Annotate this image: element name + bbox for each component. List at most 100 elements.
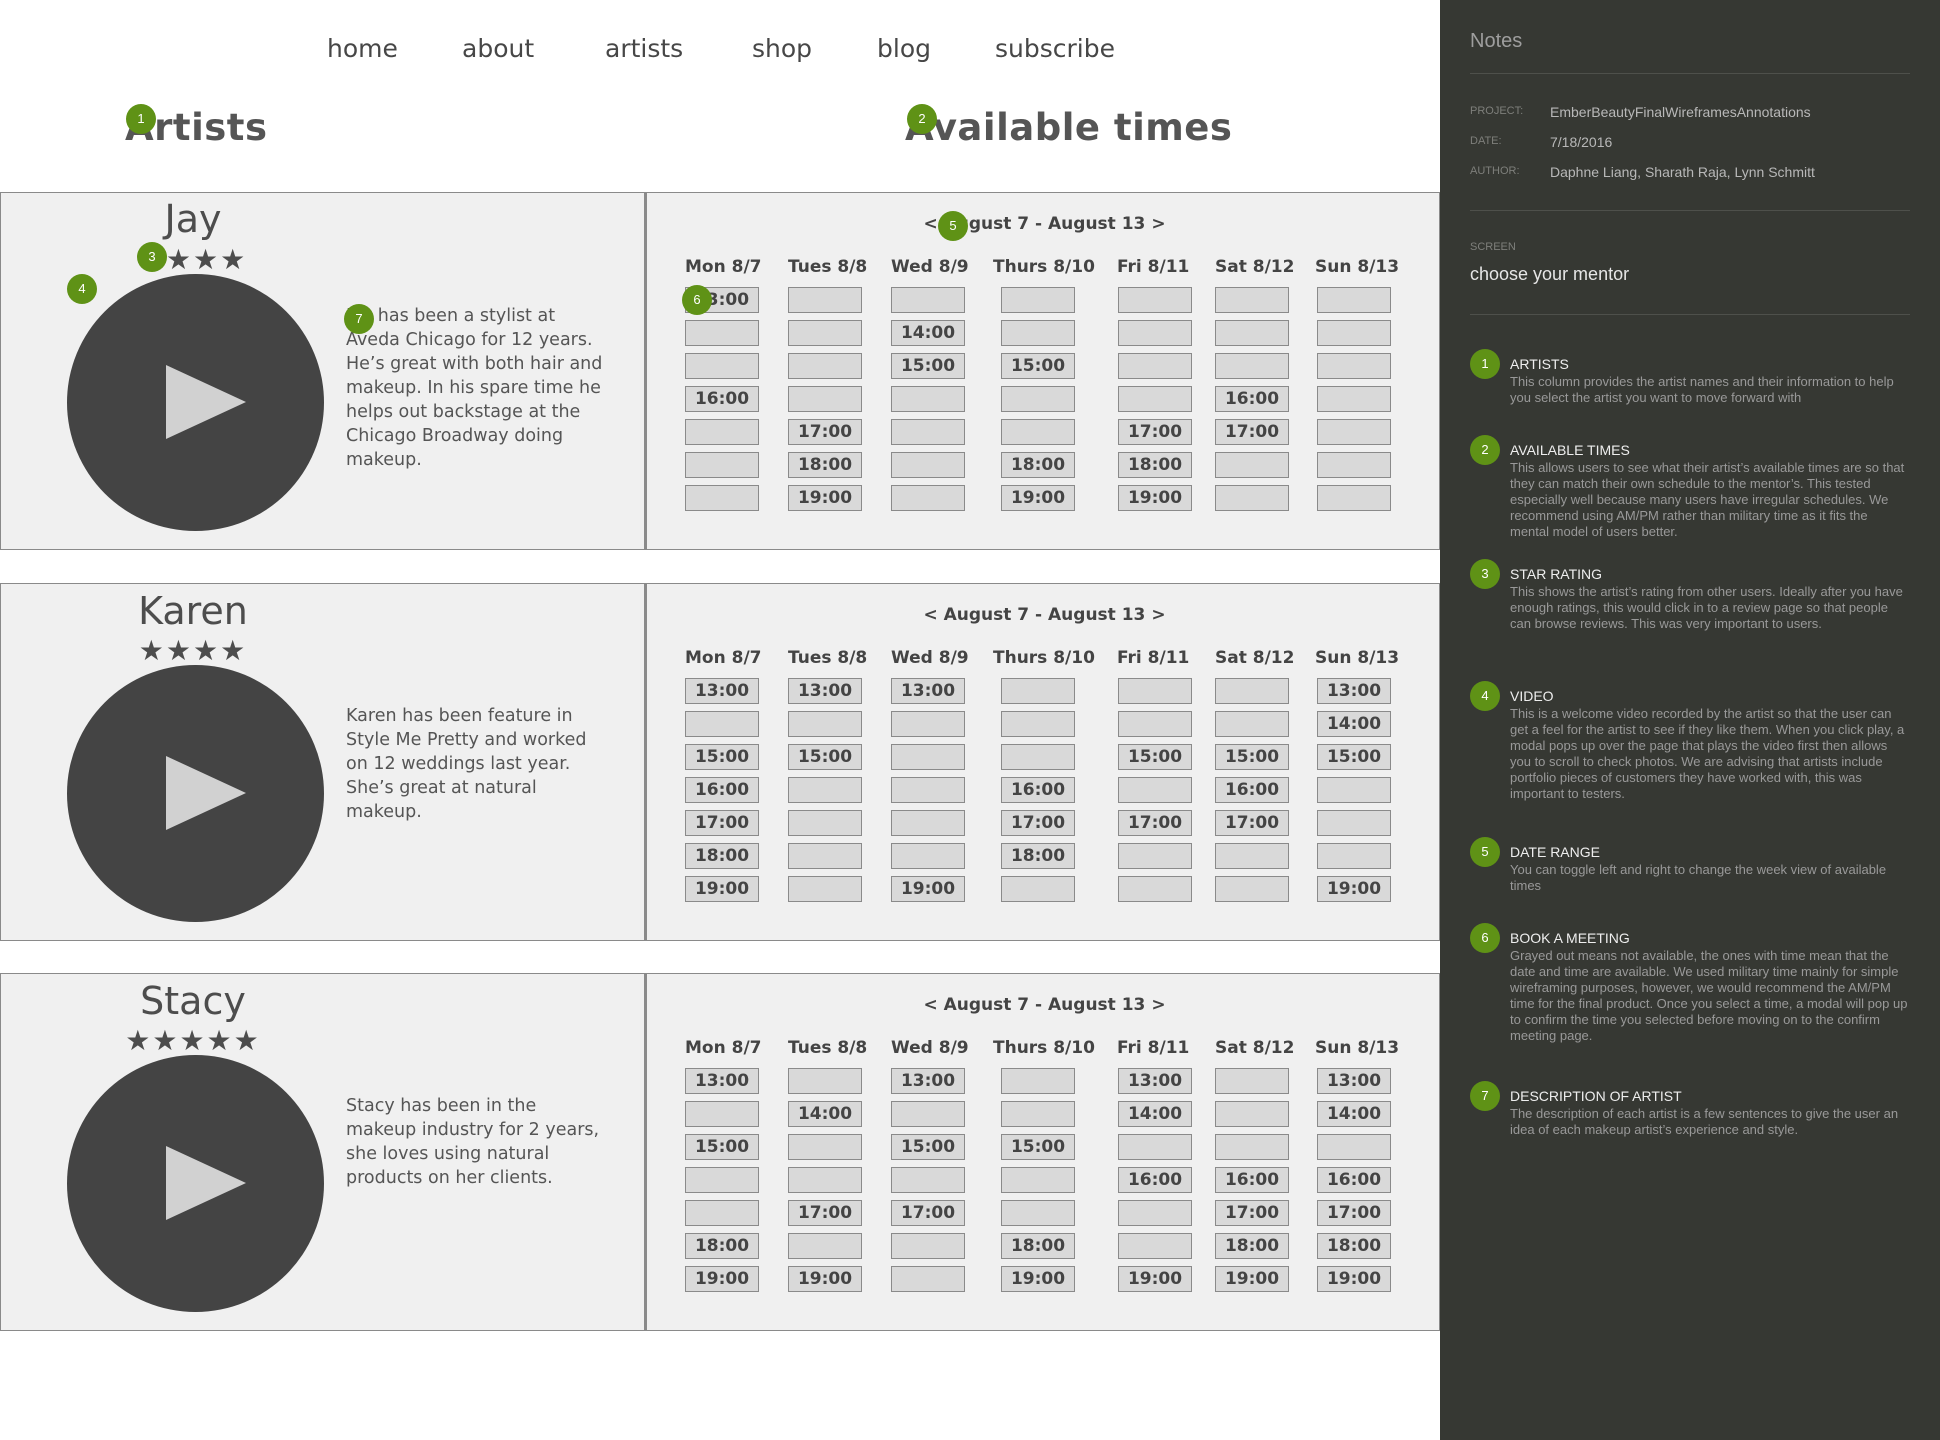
artist-name: Stacy (140, 979, 246, 1023)
time-slot-button[interactable]: 16:00 (1215, 386, 1289, 412)
time-slot-unavailable (1001, 678, 1075, 704)
time-slot-button[interactable]: 19:00 (891, 876, 965, 902)
day-header: Fri 8/11 (1117, 257, 1190, 277)
time-slot-button[interactable]: 16:00 (1317, 1167, 1391, 1193)
time-slot-button[interactable]: 19:00 (1317, 876, 1391, 902)
time-slot-button[interactable]: 19:00 (1215, 1266, 1289, 1292)
star-rating-icon[interactable]: ★★★★ (138, 243, 248, 276)
artist-row-jay: Jay ★★★★ Jay has been a stylist at Aveda C… (0, 192, 1440, 550)
time-slot-button[interactable]: 15:00 (685, 744, 759, 770)
time-slot-button[interactable]: 18:00 (1317, 1233, 1391, 1259)
time-slot-button[interactable]: 15:00 (685, 1134, 759, 1160)
time-slot-button[interactable]: 16:00 (685, 386, 759, 412)
time-slot-button[interactable]: 15:00 (891, 1134, 965, 1160)
time-slot-unavailable (1215, 678, 1289, 704)
time-slot-unavailable (1118, 678, 1192, 704)
time-slot-unavailable (685, 452, 759, 478)
time-slot-button[interactable]: 17:00 (1001, 810, 1075, 836)
prev-week-button[interactable]: < (923, 214, 938, 234)
time-slot-button[interactable]: 18:00 (788, 452, 862, 478)
nav-blog-link[interactable]: blog (877, 34, 931, 63)
time-slot-button[interactable]: 17:00 (1215, 810, 1289, 836)
time-slot-button[interactable]: 19:00 (788, 1266, 862, 1292)
time-slot-unavailable (891, 711, 965, 737)
next-week-button[interactable]: > (1151, 214, 1166, 234)
time-slot-button[interactable]: 13:00 (891, 678, 965, 704)
time-slot-button[interactable]: 18:00 (1001, 452, 1075, 478)
time-slot-button[interactable]: 19:00 (1001, 1266, 1075, 1292)
time-slot-button[interactable]: 14:00 (1317, 1101, 1391, 1127)
nav-artists-link[interactable]: artists (605, 34, 684, 63)
time-slot-button[interactable]: 17:00 (788, 419, 862, 445)
time-slot-button[interactable]: 16:00 (1215, 1167, 1289, 1193)
prev-week-button[interactable]: < (923, 995, 938, 1015)
time-slot-button[interactable]: 17:00 (1215, 419, 1289, 445)
nav-shop-link[interactable]: shop (752, 34, 813, 63)
time-slot-button[interactable]: 16:00 (685, 777, 759, 803)
time-slot-button[interactable]: 19:00 (685, 1266, 759, 1292)
nav-about-link[interactable]: about (462, 34, 535, 63)
time-slot-button[interactable]: 16:00 (1118, 1167, 1192, 1193)
next-week-button[interactable]: > (1151, 605, 1166, 625)
time-slot-button[interactable]: 13:00 (891, 1068, 965, 1094)
time-slot-button[interactable]: 16:00 (1001, 777, 1075, 803)
time-slot-button[interactable]: 13:00 (788, 678, 862, 704)
time-slot-button[interactable]: 14:00 (891, 320, 965, 346)
welcome-video-player[interactable] (67, 274, 324, 531)
time-slot-button[interactable]: 17:00 (891, 1200, 965, 1226)
time-slot-button[interactable]: 19:00 (1001, 485, 1075, 511)
time-slot-button[interactable]: 13:00 (1317, 678, 1391, 704)
time-slot-button[interactable]: 15:00 (891, 353, 965, 379)
time-slot-unavailable (891, 1233, 965, 1259)
time-slot-button[interactable]: 15:00 (788, 744, 862, 770)
play-icon[interactable] (166, 756, 246, 830)
time-slot-unavailable (891, 485, 965, 511)
time-slot-button[interactable]: 18:00 (1215, 1233, 1289, 1259)
time-slot-button[interactable]: 13:00 (1118, 1068, 1192, 1094)
time-slot-unavailable (1317, 1134, 1391, 1160)
time-slot-button[interactable]: 17:00 (1215, 1200, 1289, 1226)
nav-subscribe-link[interactable]: subscribe (995, 34, 1115, 63)
time-slot-button[interactable]: 15:00 (1001, 353, 1075, 379)
time-slot-button[interactable]: 19:00 (1118, 485, 1192, 511)
time-slot-unavailable (788, 876, 862, 902)
time-slot-button[interactable]: 19:00 (1118, 1266, 1192, 1292)
star-rating-icon[interactable]: ★★★★ (138, 634, 248, 667)
play-icon[interactable] (166, 365, 246, 439)
time-slot-button[interactable]: 17:00 (788, 1200, 862, 1226)
time-slot-button[interactable]: 13:00 (685, 678, 759, 704)
annotation-number-badge: 5 (1470, 837, 1500, 867)
time-slot-button[interactable]: 15:00 (1317, 744, 1391, 770)
time-slot-button[interactable]: 18:00 (685, 843, 759, 869)
time-slot-button[interactable]: 17:00 (685, 810, 759, 836)
time-slot-button[interactable]: 18:00 (1001, 843, 1075, 869)
time-slot-button[interactable]: 19:00 (1317, 1266, 1391, 1292)
time-slot-button[interactable]: 13:00 (685, 1068, 759, 1094)
time-slot-button[interactable]: 15:00 (1001, 1134, 1075, 1160)
nav-home-link[interactable]: home (327, 34, 398, 63)
star-rating-icon[interactable]: ★★★★★ (125, 1024, 261, 1057)
time-slot-button[interactable]: 16:00 (1215, 777, 1289, 803)
time-slot-button[interactable]: 14:00 (1317, 711, 1391, 737)
welcome-video-player[interactable] (67, 1055, 324, 1312)
time-slot-button[interactable]: 14:00 (1118, 1101, 1192, 1127)
time-slot-button[interactable]: 15:00 (1118, 744, 1192, 770)
play-icon[interactable] (166, 1146, 246, 1220)
prev-week-button[interactable]: < (923, 605, 938, 625)
time-slot-button[interactable]: 15:00 (1215, 744, 1289, 770)
time-slot-button[interactable]: 17:00 (1118, 810, 1192, 836)
time-slot-button[interactable]: 17:00 (1317, 1200, 1391, 1226)
annotation-title: ARTISTS (1510, 356, 1569, 372)
day-header: Sun 8/13 (1315, 257, 1400, 277)
welcome-video-player[interactable] (67, 665, 324, 922)
next-week-button[interactable]: > (1151, 995, 1166, 1015)
date-range-toggle: < August 7 - August 13 > (647, 214, 1442, 234)
time-slot-button[interactable]: 17:00 (1118, 419, 1192, 445)
time-slot-button[interactable]: 18:00 (1001, 1233, 1075, 1259)
time-slot-button[interactable]: 19:00 (685, 876, 759, 902)
time-slot-button[interactable]: 14:00 (788, 1101, 862, 1127)
time-slot-button[interactable]: 18:00 (685, 1233, 759, 1259)
time-slot-button[interactable]: 18:00 (1118, 452, 1192, 478)
time-slot-button[interactable]: 19:00 (788, 485, 862, 511)
time-slot-button[interactable]: 13:00 (1317, 1068, 1391, 1094)
